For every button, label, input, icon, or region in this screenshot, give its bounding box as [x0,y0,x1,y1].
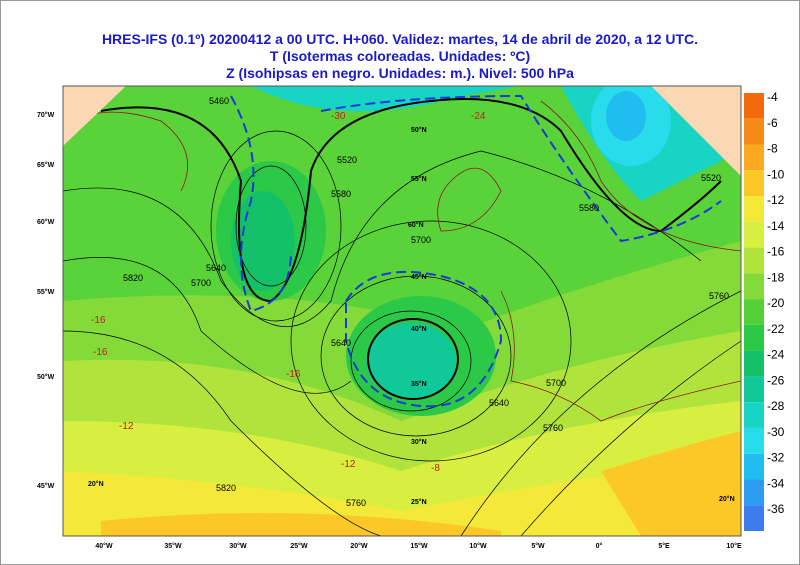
colorbar-label: -28 [767,399,785,413]
colorbar-swatch [744,273,764,300]
temperature-label: -16 [93,347,108,358]
latitude-label: 40°N [411,325,427,333]
lon-axis-label: 35°W [164,542,182,550]
lon-axis-label: 40°W [95,542,113,550]
colorbar-swatch [744,118,764,145]
colorbar-label: -12 [767,193,785,207]
colorbar-label: -14 [767,219,785,233]
contour-label: 5640 [206,263,226,273]
colorbar-label: -34 [767,476,785,490]
colorbar-swatch [744,350,764,377]
colorbar-swatch [744,505,764,531]
colorbar-swatch [744,170,764,197]
colorbar-label: -32 [767,451,785,465]
latitude-label: 45°N [411,273,427,281]
latitude-label: 50°N [411,126,427,134]
colorbar-label: -22 [767,322,785,336]
latitude-label: 60°N [408,221,424,229]
contour-label: 5700 [191,278,211,288]
lon-axis-label: 5°W [531,542,545,550]
latitude-label: 30°N [411,438,427,446]
lat-axis-label: 60°W [37,218,55,226]
contour-label: 5760 [346,498,366,508]
lon-axis-label: 0° [596,542,603,550]
colorbar-label: -26 [767,373,785,387]
latitude-label: 20°N [88,480,104,488]
colorbar-swatch [744,93,764,119]
latitude-label: 20°N [719,495,735,503]
temperature-label: -24 [471,111,486,122]
colorbar-swatch [744,376,764,403]
colorbar-swatch [744,299,764,325]
latitude-label: 25°N [411,498,427,506]
lon-axis-label: 5°E [658,542,670,550]
colorbar-label: -18 [767,270,785,284]
colorbar-swatch [744,221,764,248]
temperature-label: -30 [331,111,346,122]
colorbar-label: -4 [767,90,778,104]
lat-axis-label: 45°W [37,482,55,490]
colorbar-swatch [744,402,764,428]
temperature-field [63,86,741,536]
colorbar-swatch [744,479,764,506]
contour-label: 5520 [701,173,721,183]
contour-label: 5700 [411,235,431,245]
contour-label: 5580 [331,189,351,199]
colorbar-label: -30 [767,425,785,439]
contour-label: 5820 [216,483,236,493]
contour-label: 5700 [546,378,566,388]
lon-axis-label: 20°W [350,542,368,550]
lat-axis-label: 55°W [37,288,55,296]
temperature-label: -8 [431,463,440,474]
lon-axis-label: 30°W [229,542,247,550]
temperature-label: -12 [119,421,134,432]
contour-label: 5520 [337,155,357,165]
colorbar-swatch [744,196,764,222]
temperature-label: -16 [286,369,301,380]
colorbar-label: -24 [767,348,785,362]
contour-label: 5820 [123,273,143,283]
colorbar-swatch [744,247,764,274]
map-frame [62,85,742,537]
colorbar-label: -8 [767,142,778,156]
latitude-label: 35°N [411,380,427,388]
colorbar-label: -36 [767,502,785,516]
lat-axis-label: 50°W [37,373,55,381]
lon-axis-label: 10°E [726,542,742,550]
contour-label: 5760 [543,423,563,433]
colorbar-swatch [744,144,764,171]
lon-axis-label: 10°W [469,542,487,550]
colorbar-label: -10 [767,167,785,181]
contour-label: 5580 [579,203,599,213]
colorbar-swatch [744,427,764,454]
contour-label: 5460 [209,96,229,106]
lat-axis-label: 70°W [37,111,55,119]
title-line: T (Isotermas coloreadas. Unidades: ºC) [269,48,531,64]
colorbar-label: -6 [767,116,778,130]
title-line: Z (Isohipsas en negro. Unidades: m.). Ni… [226,65,574,81]
colorbar-label: -20 [767,296,785,310]
title-line: HRES-IFS (0.1º) 20200412 a 00 UTC. H+060… [101,31,699,47]
contour-label: 5760 [709,291,729,301]
lat-axis-label: 65°W [37,161,55,169]
colorbar-label: -16 [767,245,785,259]
contour-label: 5640 [489,398,509,408]
lon-axis-label: 25°W [290,542,308,550]
temperature-label: -12 [341,459,356,470]
latitude-label: 55°N [411,175,427,183]
colorbar-swatch [744,324,764,351]
temperature-label: -16 [91,315,106,326]
contour-label: 5640 [331,338,351,348]
lon-axis-label: 15°W [410,542,428,550]
colorbar-swatch [744,453,764,480]
